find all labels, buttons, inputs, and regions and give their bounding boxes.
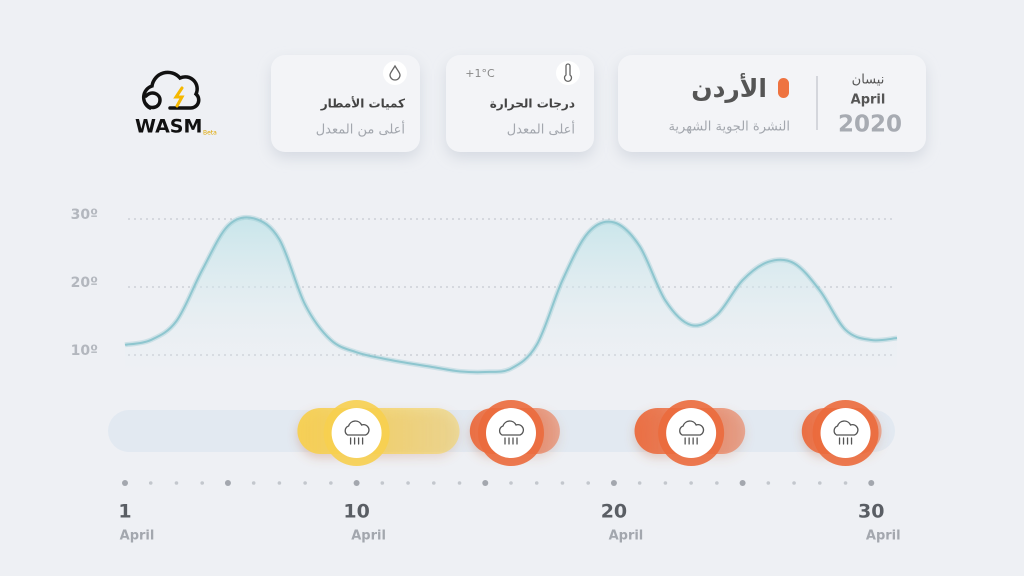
logo-name: WASM [135,116,202,138]
y-tick-label: 30º [71,207,98,223]
status-pill [778,78,789,98]
card-status: أعلى المعدل [507,121,575,138]
x-tick-label: 30 [858,501,884,523]
day-dot [457,481,462,485]
month-ar: نيسان [852,73,885,88]
year: 2020 [838,112,902,138]
day-dot [792,481,796,485]
rain-icon [344,420,370,445]
day-dot [148,481,153,485]
day-dot [122,480,128,486]
day-dot [251,481,256,485]
logo-swirl [144,91,162,110]
card-status: أعلى من المعدل [316,121,405,138]
day-dot [509,481,513,485]
card-title: كميات الأمطار [320,96,405,111]
country: الأردن [691,73,767,103]
rain-icon-bg [331,408,382,458]
chart: 30º 20º 10º 1 April 10 April 20 April 30 April [71,207,901,544]
rain-icon [498,420,524,445]
day-dot [739,480,746,486]
rain-icon-bg [820,408,871,458]
day-dot [303,481,307,485]
subtitle: النشرة الجوية الشهرية [668,120,790,135]
rain-icon-bg [666,408,717,458]
day-dot [432,481,436,485]
day-dot [534,481,539,485]
header-card [618,55,926,152]
y-tick-label: 10º [71,343,98,359]
day-dot [380,481,385,485]
logo-bolt [173,86,185,108]
rain-card [271,55,420,152]
drop-icon-bg [383,61,407,85]
day-dot [200,481,204,485]
drop-icon [389,64,401,81]
day-dot [560,481,565,485]
day-dot [586,481,590,485]
day-dot [406,481,410,485]
y-tick-label: 20º [71,275,98,291]
rain-icon [679,420,705,445]
day-dot [637,481,642,485]
logo [141,70,201,110]
line [124,216,898,374]
x-tick-label: 20 [601,501,627,523]
x-tick-label: 1 [118,501,131,523]
month-en: April [851,93,886,108]
x-unit-label: April [866,529,901,544]
day-dot [715,481,719,485]
x-tick-label: 10 [343,501,369,523]
day-dot [174,481,179,485]
day-dot [766,481,771,485]
x-unit-label: April [609,529,644,544]
x-unit-label: April [120,529,155,544]
day-dot [482,480,489,486]
x-unit-label: April [351,529,386,544]
temperature-delta: +1°C [465,67,495,80]
area [125,217,897,389]
thermometer-icon [563,63,573,83]
day-dot [224,480,231,486]
day-dot [843,481,848,485]
day-dot [610,480,617,486]
day-dot [868,480,875,486]
day-dot [818,481,822,485]
day-dot [353,480,360,486]
day-dot [277,481,282,485]
day-dot [663,481,668,485]
temperature-card [446,55,594,152]
day-dot [329,481,333,485]
card-title: درجات الحرارة [490,97,575,111]
thermometer-icon-bg [556,61,580,85]
rain-icon [833,420,859,445]
day-dot [689,481,693,485]
logo-cloud [141,70,201,110]
logo-tag: Beta [203,130,217,137]
rain-icon-bg [486,408,536,458]
